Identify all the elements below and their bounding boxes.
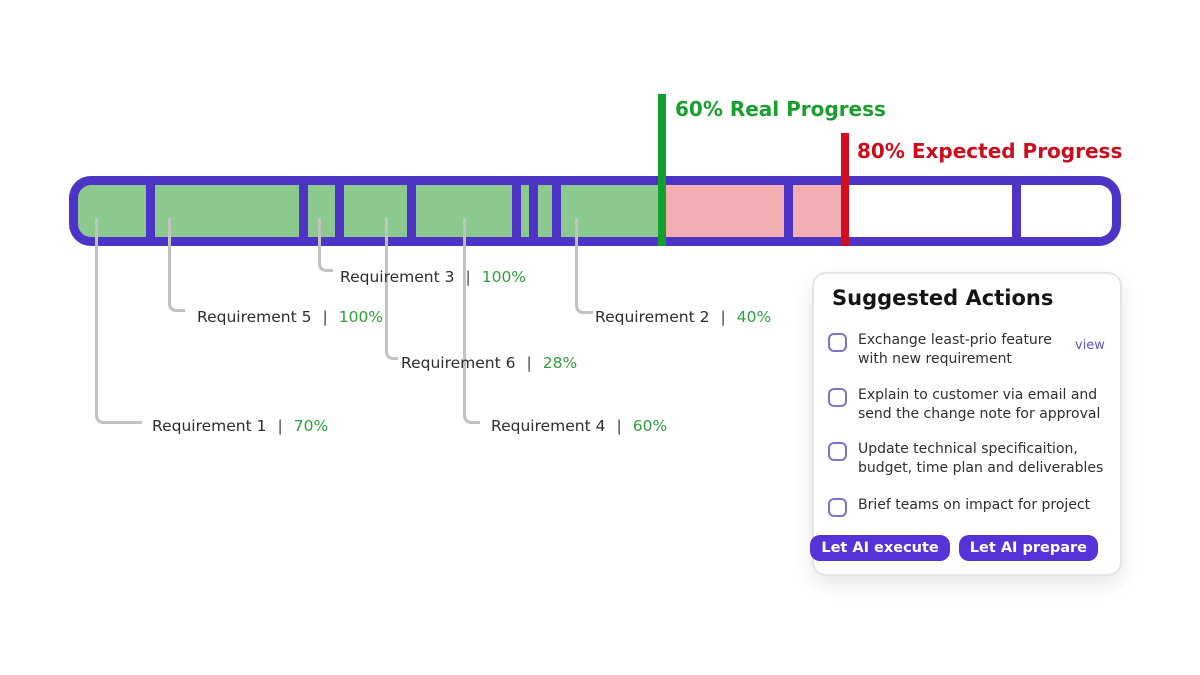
callout-line-requirement-3	[318, 218, 333, 272]
progress-bar	[69, 176, 1121, 246]
requirement-3-label: Requirement 3 | 100%	[340, 268, 526, 286]
card-title: Suggested Actions	[832, 286, 1054, 310]
segment-requirement-3	[308, 185, 335, 237]
action-checkbox[interactable]	[828, 498, 847, 517]
real-progress-marker-line	[658, 94, 666, 246]
requirement-name: Requirement 3	[340, 268, 455, 286]
separator: |	[616, 417, 622, 435]
segment-behind-schedule	[793, 185, 1012, 237]
let-ai-prepare-button[interactable]: Let AI prepare	[958, 535, 1098, 561]
callout-line-requirement-5	[168, 218, 185, 312]
requirement-percent: 100%	[481, 268, 527, 286]
action-text-line: send the change note for approval	[858, 406, 1101, 422]
callout-line-requirement-1	[95, 218, 142, 424]
action-checkbox[interactable]	[828, 388, 847, 407]
segment-small-1	[521, 185, 529, 237]
action-text: Brief teams on impact for project	[858, 496, 1090, 515]
segment-requirement-5	[155, 185, 299, 237]
requirement-percent: 100%	[338, 308, 384, 326]
separator: |	[277, 417, 283, 435]
segment-small-2	[538, 185, 552, 237]
callout-line-requirement-4	[463, 218, 480, 424]
action-checkbox[interactable]	[828, 442, 847, 461]
action-text-line: Brief teams on impact for project	[858, 497, 1091, 513]
requirement-name: Requirement 1	[152, 417, 267, 435]
let-ai-execute-button[interactable]: Let AI execute	[810, 535, 950, 561]
requirement-4-label: Requirement 4 | 60%	[491, 417, 667, 435]
expected-progress-marker-line	[841, 133, 849, 246]
action-item-exchange-feature: Exchange least-prio feature with new req…	[828, 331, 1052, 369]
action-item-update-spec: Update technical specificaition, budget,…	[828, 440, 1103, 478]
separator: |	[526, 354, 532, 372]
requirement-1-label: Requirement 1 | 70%	[152, 417, 328, 435]
requirement-2-label: Requirement 2 | 40%	[595, 308, 771, 326]
segment-requirement-6	[344, 185, 407, 237]
expected-progress-label: 80% Expected Progress	[857, 139, 1123, 163]
separator: |	[322, 308, 328, 326]
requirement-name: Requirement 2	[595, 308, 710, 326]
requirement-name: Requirement 4	[491, 417, 606, 435]
callout-line-requirement-2	[575, 218, 593, 314]
requirement-percent: 70%	[293, 417, 329, 435]
button-row: Let AI execute Let AI prepare	[810, 535, 1098, 561]
action-checkbox[interactable]	[828, 333, 847, 352]
action-text-line: budget, time plan and deliverables	[858, 460, 1104, 476]
requirement-name: Requirement 5	[197, 308, 312, 326]
suggested-actions-card: Suggested Actions Exchange least-prio fe…	[810, 272, 1122, 576]
action-text-line: with new requirement	[858, 351, 1012, 367]
action-item-explain-customer: Explain to customer via email and send t…	[828, 386, 1100, 424]
action-text: Update technical specificaition, budget,…	[858, 440, 1103, 478]
action-text-line: Exchange least-prio feature	[858, 332, 1052, 348]
requirement-name: Requirement 6	[401, 354, 516, 372]
segment-requirement-2	[561, 185, 784, 237]
action-text-line: Explain to customer via email and	[858, 387, 1098, 403]
requirement-6-label: Requirement 6 | 28%	[401, 354, 577, 372]
callout-line-requirement-6	[385, 218, 398, 360]
segment-requirement-1	[78, 185, 146, 237]
action-text: Exchange least-prio feature with new req…	[858, 331, 1052, 369]
separator: |	[465, 268, 471, 286]
requirement-percent: 28%	[542, 354, 578, 372]
requirement-percent: 40%	[736, 308, 772, 326]
requirement-5-label: Requirement 5 | 100%	[197, 308, 383, 326]
action-item-brief-teams: Brief teams on impact for project	[828, 496, 1090, 517]
segment-remaining	[1021, 185, 1112, 237]
real-progress-label: 60% Real Progress	[675, 97, 886, 121]
action-text: Explain to customer via email and send t…	[858, 386, 1100, 424]
view-link[interactable]: view	[1075, 338, 1105, 353]
requirement-percent: 60%	[632, 417, 668, 435]
separator: |	[720, 308, 726, 326]
action-text-line: Update technical specificaition,	[858, 441, 1078, 457]
